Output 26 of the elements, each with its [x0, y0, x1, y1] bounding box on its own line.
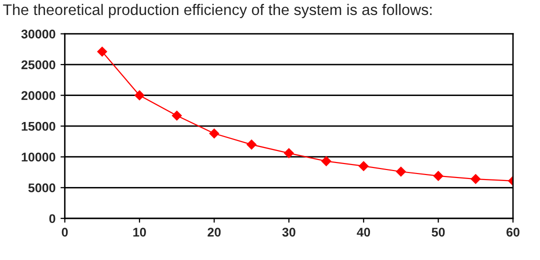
point [358, 161, 369, 172]
point [470, 174, 481, 184]
chart-title: The theoretical production efficiency of the system is as follows: [3, 4, 432, 18]
y-tick-label: 10000 [22, 152, 56, 162]
x-tick-label: 50 [432, 228, 445, 237]
point [97, 46, 108, 57]
point [433, 171, 444, 181]
x-tick-label: 10 [133, 228, 146, 237]
x-tick-label: 60 [506, 228, 520, 237]
point [284, 148, 294, 158]
y-tick-label: 5000 [28, 183, 56, 192]
point [209, 128, 220, 138]
y-tick-label: 0 [49, 214, 56, 224]
point [321, 156, 332, 166]
point [396, 166, 406, 177]
y-tick-label: 25000 [21, 60, 56, 70]
y-tick-label: 15000 [22, 122, 56, 131]
x-tick-label: 20 [208, 228, 221, 237]
x-tick-label: 40 [356, 228, 370, 237]
point [246, 140, 256, 150]
x-tick-label: 30 [282, 228, 296, 237]
point [172, 110, 182, 121]
x-tick-label: 0 [62, 228, 68, 237]
y-tick-label: 30000 [21, 30, 56, 38]
point [134, 90, 144, 100]
y-tick-label: 20000 [21, 91, 56, 100]
